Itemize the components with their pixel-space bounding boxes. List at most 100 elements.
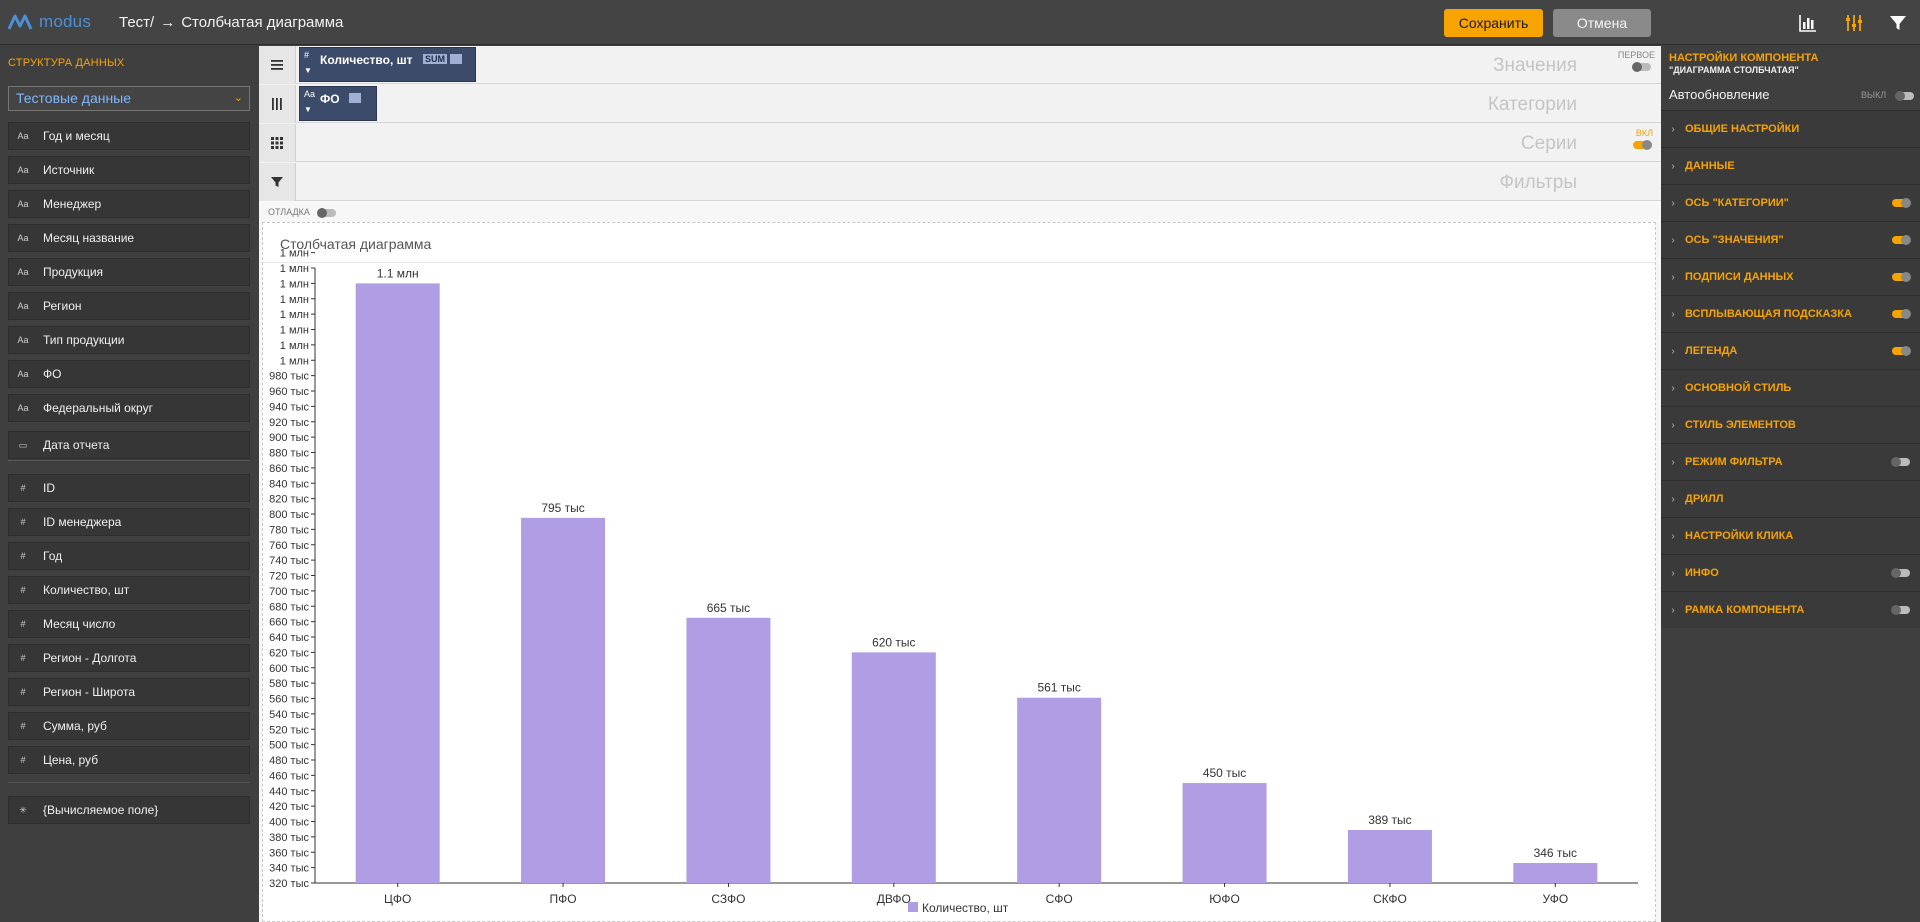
field-item[interactable]: # Месяц число [8,610,250,638]
section-toggle[interactable] [1892,198,1911,208]
field-item[interactable]: Aa Тип продукции [8,326,250,354]
field-item[interactable]: ▭ Дата отчета [8,431,250,459]
autoupdate-toggle[interactable] [1895,91,1914,101]
values-chip[interactable]: # ▼ Количество, шт SUM [299,47,476,82]
bar [851,652,936,883]
field-item[interactable]: ✳ {Вычисляемое поле} [8,796,250,824]
sort-icon[interactable] [349,93,361,103]
settings-section[interactable]: › РЕЖИМ ФИЛЬТРА [1661,443,1920,480]
y-tick-label: 580 тыс [269,678,309,690]
series-toggle[interactable] [1633,140,1652,150]
section-toggle[interactable] [1891,457,1910,467]
autoupdate-label: Автообновление [1669,87,1770,102]
y-tick-label: 700 тыс [269,586,309,598]
debug-label: ОТЛАДКА [268,207,310,217]
series-zone[interactable]: Серии ВКЛ [259,124,1661,162]
section-toggle[interactable] [1891,605,1910,615]
field-item[interactable]: Aa Продукция [8,258,250,286]
chevron-right-icon: › [1671,493,1675,505]
chart-bars-icon[interactable] [1798,13,1818,33]
y-tick-label: 540 тыс [269,709,309,721]
settings-section-label: ДАННЫЕ [1685,160,1735,172]
chip-dropdown-icon[interactable]: ▼ [304,66,312,75]
chip-dropdown-icon[interactable]: ▼ [304,105,312,114]
settings-section[interactable]: › НАСТРОЙКИ КЛИКА [1661,517,1920,554]
field-type-icon: # [20,551,26,561]
settings-section[interactable]: › ДРИЛЛ [1661,480,1920,517]
text-type-icon: Aa [304,89,316,99]
field-item[interactable]: # Сумма, руб [8,712,250,740]
field-item[interactable]: Aa Источник [8,156,250,184]
settings-section[interactable]: › ИНФО [1661,554,1920,591]
chevron-right-icon: › [1671,123,1675,135]
y-tick-label: 1 млн [280,309,309,321]
field-item[interactable]: Aa Год и месяц [8,122,250,150]
settings-section[interactable]: › ОСЬ "КАТЕГОРИИ" [1661,184,1920,221]
cancel-button[interactable]: Отмена [1553,9,1651,37]
y-tick-label: 980 тыс [269,371,309,383]
settings-section[interactable]: › РАМКА КОМПОНЕНТА [1661,591,1920,628]
chevron-right-icon: › [1671,271,1675,283]
section-toggle[interactable] [1891,568,1910,578]
categories-zone[interactable]: Aa ▼ ФО Категории [259,85,1661,123]
settings-section[interactable]: › ВСПЛЫВАЮЩАЯ ПОДСКАЗКА [1661,295,1920,332]
section-toggle[interactable] [1892,346,1911,356]
bar [686,617,771,883]
field-item[interactable]: # Год [8,542,250,570]
sliders-icon[interactable] [1844,13,1864,33]
save-button[interactable]: Сохранить [1444,9,1543,37]
settings-section[interactable]: › ОСНОВНОЙ СТИЛЬ [1661,369,1920,406]
field-item[interactable]: # ID [8,474,250,502]
y-tick-label: 960 тыс [269,386,309,398]
settings-section[interactable]: › ПОДПИСИ ДАННЫХ [1661,258,1920,295]
field-item[interactable]: # Цена, руб [8,746,250,774]
settings-section[interactable]: › ОБЩИЕ НАСТРОЙКИ [1661,110,1920,147]
chevron-right-icon: › [1671,604,1675,616]
breadcrumb-parent[interactable]: Тест/ [119,14,155,31]
filter-icon[interactable] [1888,13,1908,33]
values-zone[interactable]: # ▼ Количество, шт SUM Значения ПЕРВОЕ [259,46,1661,84]
field-item[interactable]: # ID менеджера [8,508,250,536]
drop-zones: # ▼ Количество, шт SUM Значения ПЕРВОЕ A… [259,46,1661,201]
number-type-icon: # [304,50,310,60]
y-tick-label: 340 тыс [269,863,309,875]
field-type-icon: Aa [17,131,29,141]
field-type-icon: Aa [17,369,29,379]
values-zone-label: Значения [1493,55,1577,76]
section-toggle[interactable] [1892,235,1911,245]
legend-label: Количество, шт [922,901,1009,915]
field-type-icon: # [20,653,26,663]
settings-section[interactable]: › ДАННЫЕ [1661,147,1920,184]
field-item[interactable]: Aa Месяц название [8,224,250,252]
menu-icon [271,60,283,70]
settings-section[interactable]: › СТИЛЬ ЭЛЕМЕНТОВ [1661,406,1920,443]
field-item[interactable]: # Количество, шт [8,576,250,604]
debug-toggle[interactable] [317,208,336,218]
first-toggle[interactable] [1632,62,1651,72]
field-item[interactable]: Aa Регион [8,292,250,320]
categories-zone-handle [259,85,296,123]
field-item[interactable]: Aa ФО [8,360,250,388]
section-toggle[interactable] [1892,309,1911,319]
dataset-select[interactable]: Тестовые данные ⌄ [8,86,250,111]
y-tick-label: 500 тыс [269,740,309,752]
settings-section-label: ЛЕГЕНДА [1685,345,1738,357]
sort-icon[interactable] [450,54,462,64]
settings-section[interactable]: › ОСЬ "ЗНАЧЕНИЯ" [1661,221,1920,258]
x-tick-label: ДВФО [877,892,911,906]
field-item[interactable]: # Регион - Широта [8,678,250,706]
settings-section[interactable]: › ЛЕГЕНДА [1661,332,1920,369]
filters-zone-handle [259,163,296,201]
categories-chip[interactable]: Aa ▼ ФО [299,86,377,121]
field-item[interactable]: Aa Менеджер [8,190,250,218]
y-tick-label: 320 тыс [269,878,309,890]
section-toggle[interactable] [1892,272,1911,282]
y-tick-label: 740 тыс [269,555,309,567]
sidebar-title: СТРУКТУРА ДАННЫХ [8,57,125,69]
field-label: Месяц число [43,617,116,631]
field-item[interactable]: # Регион - Долгота [8,644,250,672]
breadcrumb: Тест/ → Столбчатая диаграмма [119,14,343,31]
filters-zone[interactable]: Фильтры [259,163,1661,201]
logo[interactable]: modus [8,12,91,32]
field-item[interactable]: Aa Федеральный округ [8,394,250,422]
